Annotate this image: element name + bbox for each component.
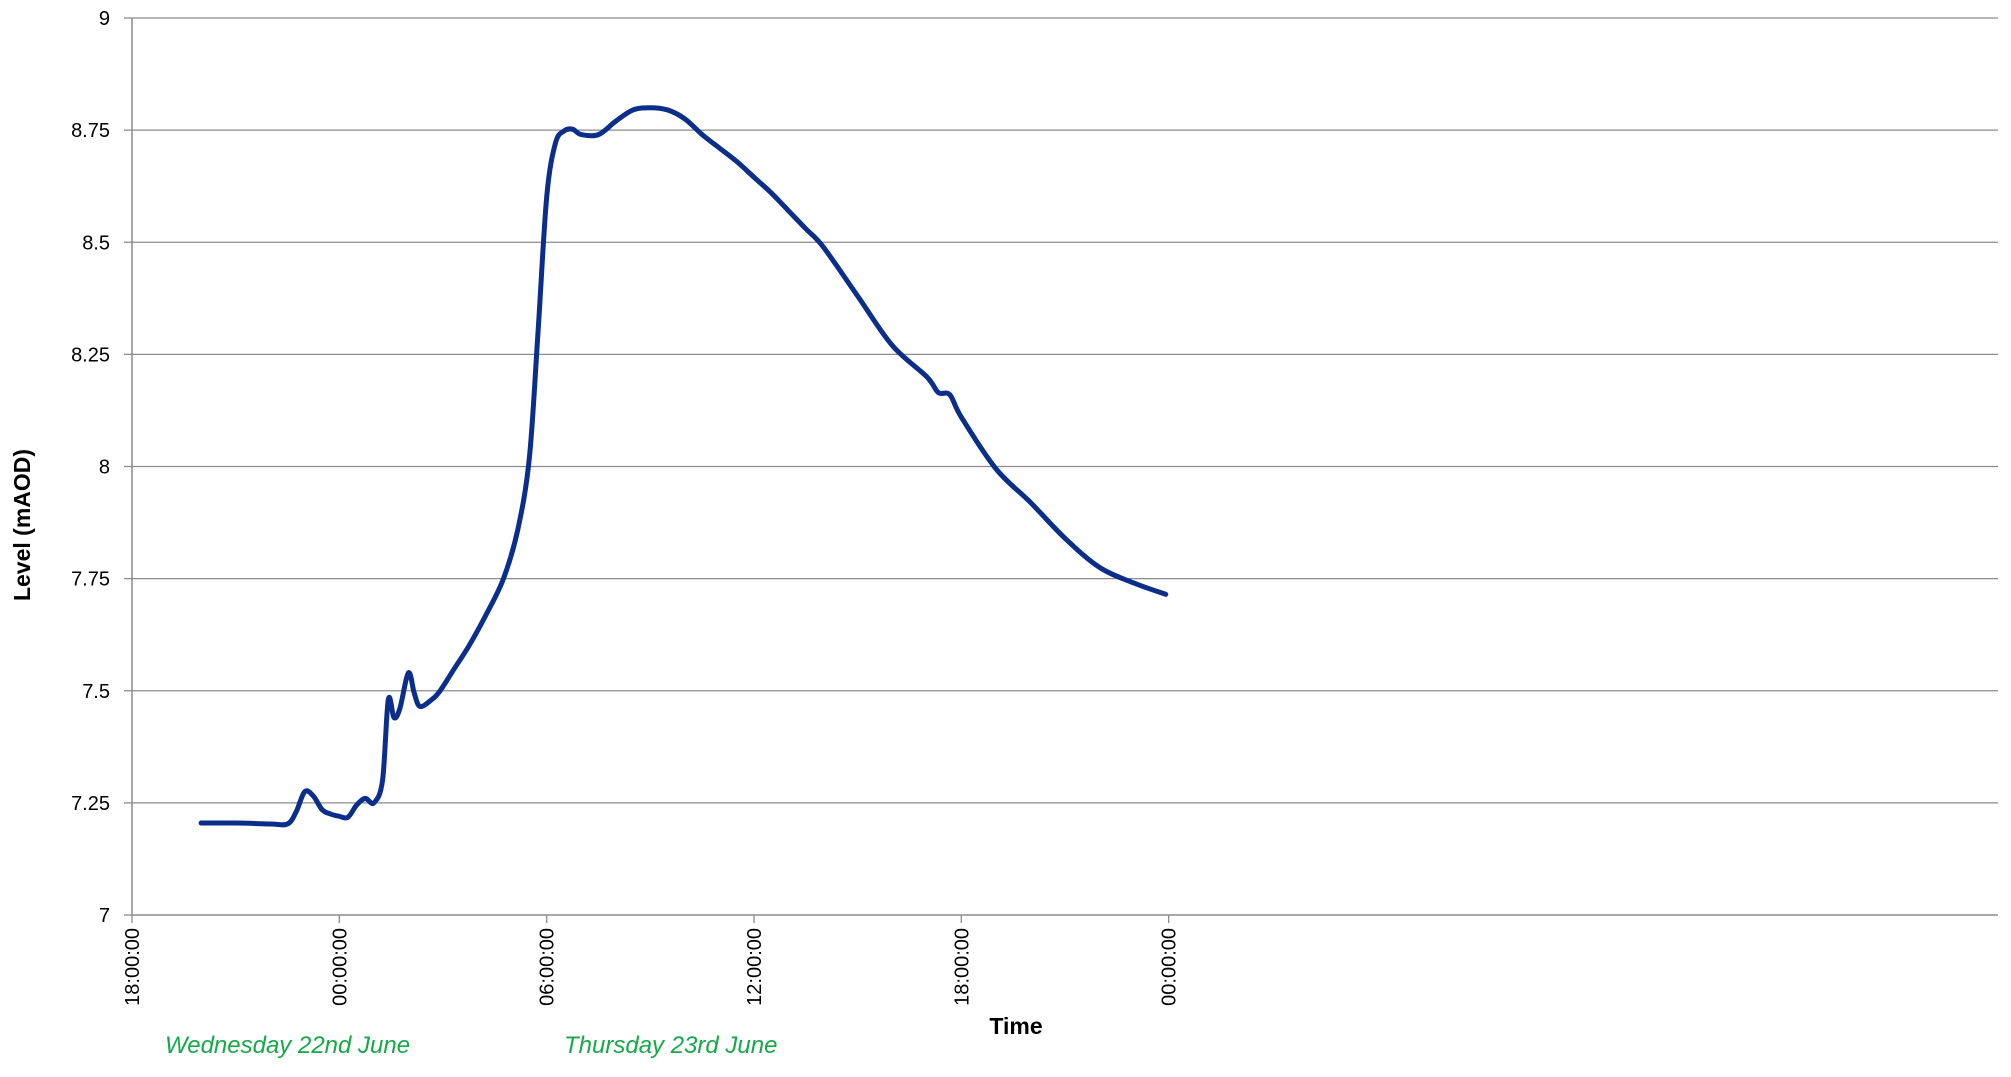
- y-tick-label-5: 8.25: [71, 344, 110, 366]
- y-tick-label-6: 8.5: [82, 232, 110, 254]
- y-tick-label-7: 8.75: [71, 120, 110, 142]
- y-tick-label-0: 7: [99, 905, 110, 927]
- day-label-wednesday: Wednesday 22nd June: [165, 1032, 410, 1059]
- x-tick-label-4: 18:00:00: [951, 928, 973, 1006]
- series-line-0: [198, 105, 1169, 828]
- y-tick-label-1: 7.25: [71, 793, 110, 815]
- y-axis-title: Level (mAOD): [9, 449, 35, 601]
- x-tick-label-3: 12:00:00: [744, 928, 766, 1006]
- day-label-thursday: Thursday 23rd June: [564, 1032, 777, 1059]
- y-tick-label-4: 8: [99, 457, 110, 479]
- x-axis-title: Time: [989, 1013, 1042, 1039]
- y-tick-label-8: 9: [99, 8, 110, 30]
- series-layer: [198, 105, 1169, 828]
- y-tick-label-2: 7.5: [82, 681, 110, 703]
- y-tick-label-3: 7.75: [71, 569, 110, 591]
- x-tick-label-0: 18:00:00: [122, 928, 144, 1006]
- x-tick-label-1: 00:00:00: [329, 928, 351, 1006]
- axes: [124, 17, 1998, 923]
- x-tick-label-2: 06:00:00: [537, 928, 559, 1006]
- x-tick-label-5: 00:00:00: [1159, 928, 1181, 1006]
- tick-labels: 7 7.25 7.5 7.75 8 8.25 8.5 8.75 9 18:00:00 00:00:0…: [71, 8, 1181, 1006]
